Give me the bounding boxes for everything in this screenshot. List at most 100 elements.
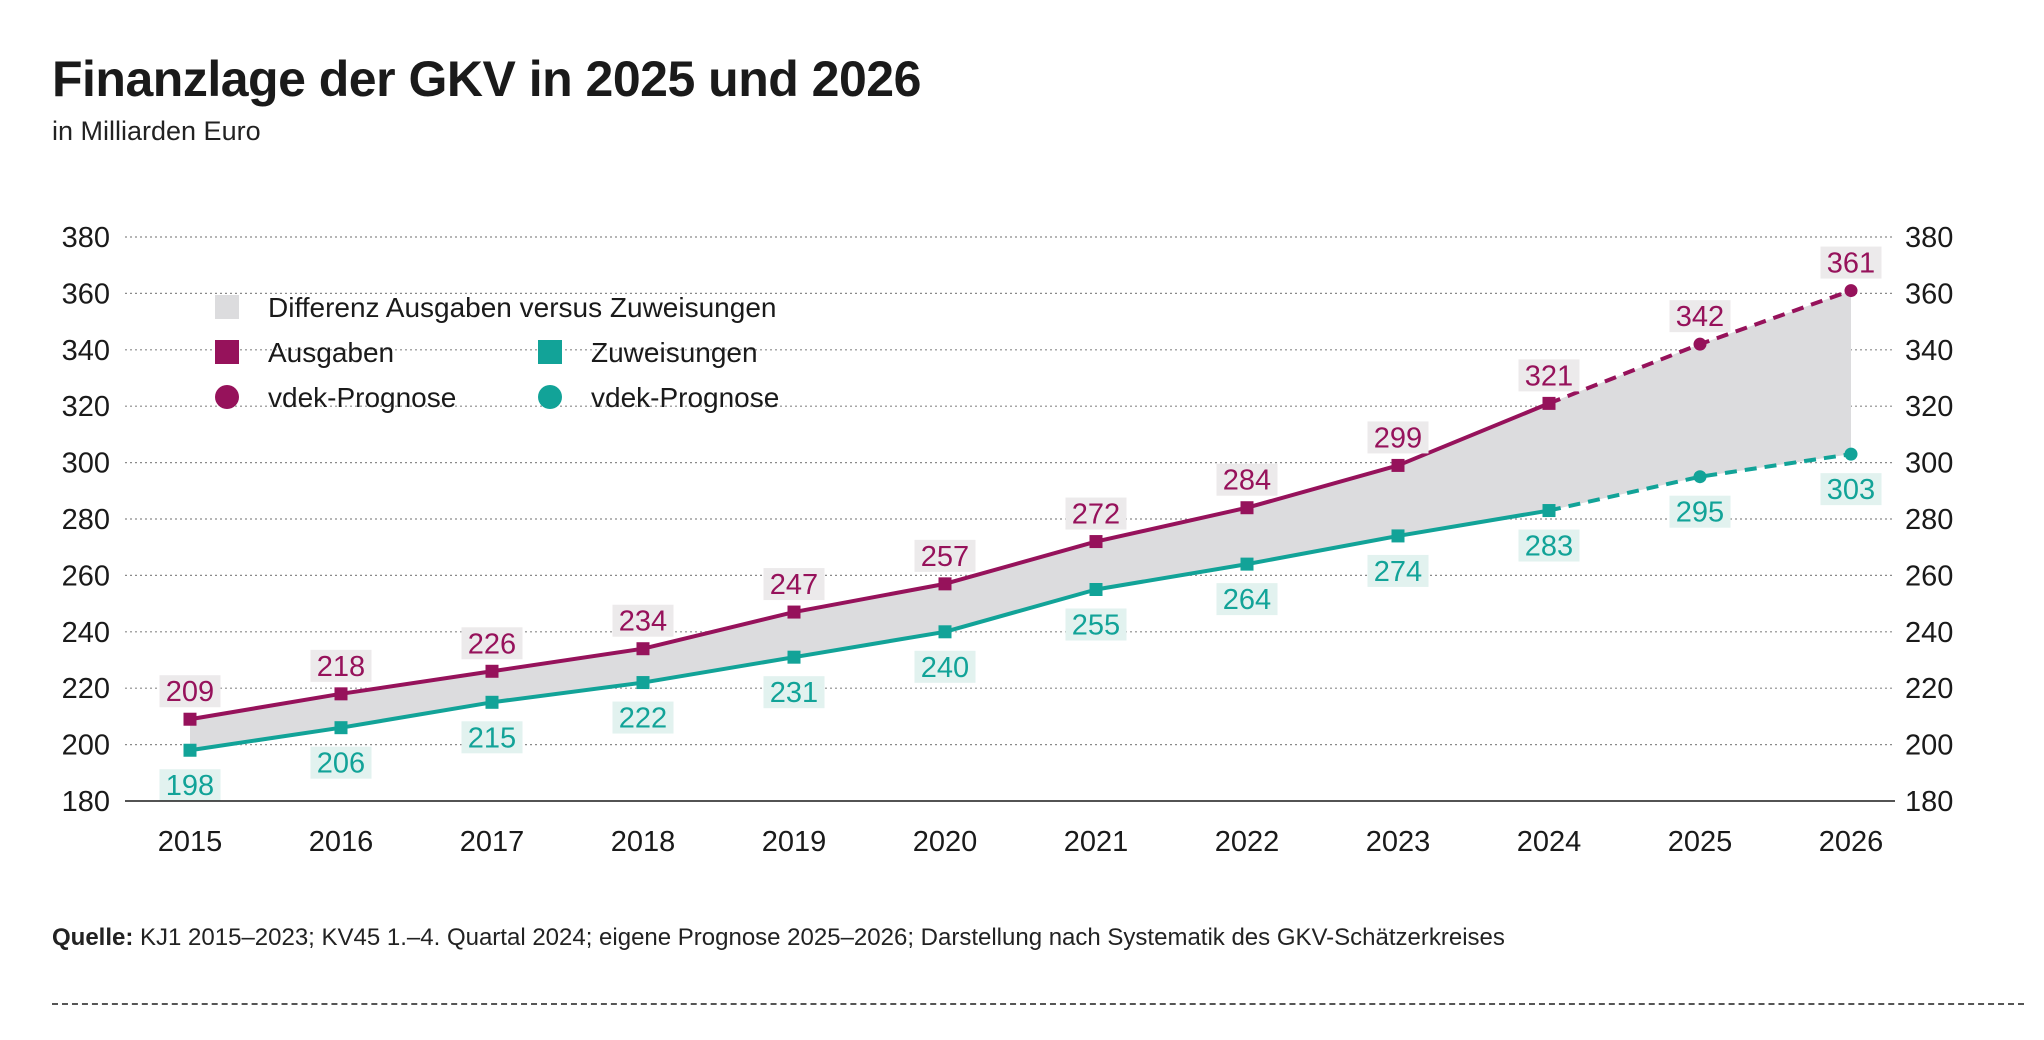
- source-text: KJ1 2015–2023; KV45 1.–4. Quartal 2024; …: [133, 924, 1505, 951]
- x-tick-label: 2018: [611, 826, 676, 858]
- legend: Differenz Ausgaben versus Zuweisungen Aus…: [215, 292, 779, 413]
- ausgaben-marker: [636, 642, 650, 656]
- legend-circle-icon: [215, 385, 239, 409]
- ausgaben-data-label-bg: [612, 604, 674, 637]
- ausgaben-data-label: 284: [1223, 465, 1271, 497]
- zuweisungen-data-label-bg: [1820, 473, 1882, 506]
- ausgaben-marker: [787, 605, 801, 619]
- zuweisungen-data-label-bg: [1669, 495, 1731, 528]
- y-tick-label-left: 280: [62, 504, 110, 536]
- legend-label: Zuweisungen: [591, 337, 758, 368]
- y-tick-label-left: 380: [62, 222, 110, 254]
- zuweisungen-data-label-bg: [159, 769, 221, 802]
- line-chart: 209 218 226 234 247 257 272 284 299 321 342 361 198 2…: [62, 222, 1954, 858]
- ausgaben-data-label: 361: [1827, 248, 1875, 280]
- ausgaben-line: [189, 401, 1550, 722]
- y-tick-label-left: 340: [62, 335, 110, 367]
- y-tick-label-right: 240: [1905, 617, 1953, 649]
- difference-area-fill: [190, 290, 1851, 751]
- zuweisungen-data-label: 215: [468, 722, 516, 754]
- zuweisungen-data-label: 222: [619, 703, 667, 735]
- x-tick-label: 2020: [913, 826, 978, 858]
- zuweisungen-forecast-line: [1548, 452, 1852, 513]
- zuweisungen-marker: [1240, 557, 1254, 571]
- source-label: Quelle:: [52, 924, 134, 951]
- ausgaben-data-label: 218: [317, 651, 365, 683]
- zuweisungen-marker: [1391, 529, 1405, 543]
- y-tick-label-right: 380: [1905, 222, 1953, 254]
- ausgaben-marker: [485, 664, 499, 678]
- ausgaben-marker: [183, 712, 197, 726]
- ausgaben-data-label-bg: [1518, 359, 1580, 392]
- zuweisungen-data-label: 206: [317, 748, 365, 780]
- source-note: Quelle: KJ1 2015–2023; KV45 1.–4. Quarta…: [52, 924, 1505, 952]
- y-tick-label-left: 260: [62, 560, 110, 592]
- zuweisungen-data-label: 264: [1223, 584, 1271, 616]
- ausgaben-marker: [1542, 396, 1556, 410]
- y-tick-label-right: 180: [1905, 786, 1953, 818]
- ausgaben-data-label-bg: [461, 627, 523, 660]
- x-tick-label: 2015: [158, 826, 223, 858]
- y-tick-label-right: 220: [1905, 673, 1953, 705]
- ausgaben-data-label: 299: [1374, 422, 1422, 454]
- zuweisungen-data-label: 274: [1374, 556, 1422, 588]
- ausgaben-data-label-bg: [310, 649, 372, 682]
- ausgaben-forecast-marker: [1693, 337, 1707, 351]
- series-markers: [183, 284, 1858, 757]
- zuweisungen-data-label-bg: [763, 676, 825, 709]
- x-tick-label: 2019: [762, 826, 827, 858]
- legend-square-icon: [215, 340, 239, 364]
- x-tick-label: 2016: [309, 826, 374, 858]
- ausgaben-marker: [1391, 458, 1405, 472]
- legend-area-icon: [215, 295, 239, 319]
- ausgaben-data-label-bg: [1669, 300, 1731, 333]
- x-tick-label: 2023: [1366, 826, 1431, 858]
- legend-circle-icon: [538, 385, 562, 409]
- footer-divider: [52, 1003, 2024, 1005]
- zuweisungen-marker: [636, 676, 650, 690]
- zuweisungen-data-label: 231: [770, 677, 818, 709]
- y-tick-label-right: 340: [1905, 335, 1953, 367]
- y-tick-label-left: 240: [62, 617, 110, 649]
- legend-square-icon: [538, 340, 562, 364]
- zuweisungen-data-label-bg: [1518, 529, 1580, 562]
- y-tick-label-right: 200: [1905, 730, 1953, 762]
- zuweisungen-marker: [1089, 583, 1103, 596]
- ausgaben-data-label-bg: [1367, 421, 1429, 454]
- y-tick-label-left: 180: [62, 786, 110, 818]
- difference-area: [190, 290, 1851, 751]
- ausgaben-marker: [938, 577, 952, 591]
- ausgaben-marker: [334, 687, 348, 701]
- zuweisungen-data-label: 198: [166, 770, 214, 802]
- legend-label: vdek-Prognose: [268, 382, 456, 413]
- ausgaben-forecast-marker: [1844, 284, 1858, 298]
- zuweisungen-marker: [1542, 504, 1556, 518]
- y-tick-label-right: 360: [1905, 278, 1953, 310]
- zuweisungen-data-label: 295: [1676, 497, 1724, 529]
- ausgaben-data-label: 342: [1676, 301, 1724, 333]
- data-labels: 209 218 226 234 247 257 272 284 299 321 342 361 198 2…: [159, 246, 1882, 802]
- y-tick-label-left: 200: [62, 730, 110, 762]
- ausgaben-data-label-bg: [1216, 463, 1278, 496]
- ausgaben-data-label: 209: [166, 676, 214, 708]
- legend-label: Ausgaben: [268, 337, 394, 368]
- zuweisungen-data-label: 303: [1827, 474, 1875, 506]
- y-tick-label-right: 300: [1905, 448, 1953, 480]
- zuweisungen-data-label-bg: [310, 746, 372, 779]
- y-tick-label-left: 320: [62, 391, 110, 423]
- zuweisungen-marker: [183, 743, 197, 757]
- ausgaben-data-label: 226: [468, 628, 516, 660]
- zuweisungen-data-label: 240: [921, 652, 969, 684]
- zuweisungen-marker: [787, 650, 801, 664]
- x-tick-label: 2017: [460, 826, 525, 858]
- x-tick-label: 2025: [1668, 826, 1733, 858]
- y-tick-label-left: 300: [62, 448, 110, 480]
- y-tick-label-right: 280: [1905, 504, 1953, 536]
- ausgaben-data-label: 321: [1525, 360, 1573, 392]
- x-tick-label: 2022: [1215, 826, 1280, 858]
- ausgaben-data-label-bg: [1065, 497, 1127, 530]
- chart-title: Finanzlage der GKV in 2025 und 2026: [52, 51, 921, 107]
- zuweisungen-marker: [334, 721, 348, 735]
- zuweisungen-forecast-marker: [1693, 470, 1707, 484]
- y-tick-label-left: 360: [62, 278, 110, 310]
